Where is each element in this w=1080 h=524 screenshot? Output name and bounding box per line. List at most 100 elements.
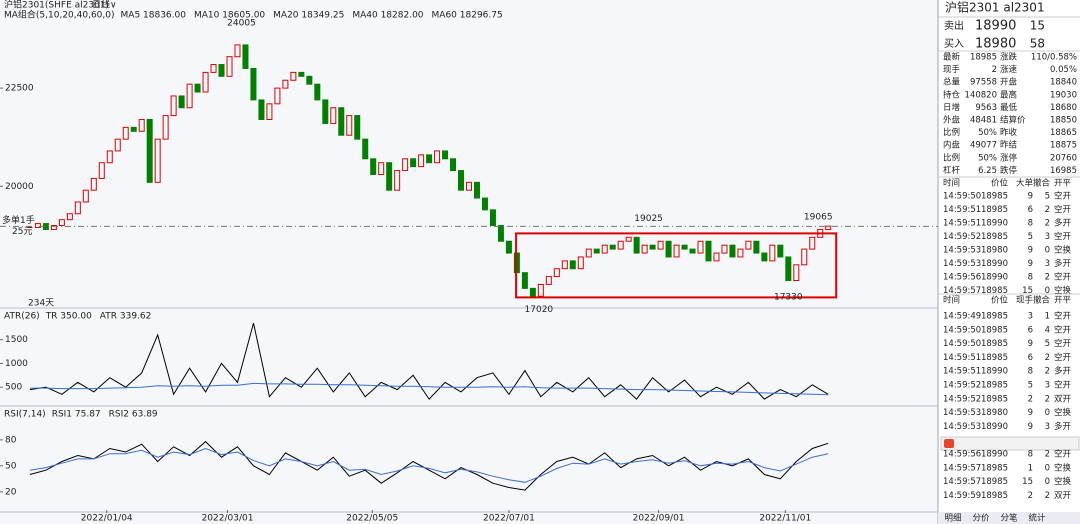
- stat-value: 20760: [1050, 153, 1077, 163]
- trade-cell: 0: [1045, 246, 1050, 256]
- candle: [705, 240, 712, 262]
- x-tick-label: 2022/05/05: [346, 514, 398, 524]
- legend-entry: MA5 18836.00: [121, 11, 187, 21]
- candle: [545, 276, 552, 285]
- price-annotation: 17330: [774, 293, 803, 303]
- trade-cell: 14:59:57: [943, 286, 981, 296]
- candle: [194, 83, 201, 93]
- candle: [394, 170, 401, 191]
- stat-label: 日增: [943, 102, 960, 113]
- trade-cell: 空开: [1054, 204, 1072, 215]
- y-tick-label: 500: [5, 383, 22, 393]
- trade-cell: 空换: [1054, 407, 1072, 418]
- trade-cell: 18980: [981, 408, 1008, 418]
- trade-cell: 2: [1045, 450, 1050, 460]
- tab[interactable]: 统计: [1028, 513, 1046, 524]
- trade-cell: 0: [1045, 477, 1050, 487]
- stat-label: 最高: [1000, 89, 1017, 100]
- candle: [34, 223, 41, 229]
- x-tick-label: 2022/01/04: [81, 514, 133, 524]
- legend-entry: MA40 18282.00: [352, 11, 423, 21]
- x-tick-label: 2022/07/01: [483, 514, 535, 524]
- tab[interactable]: 明细: [944, 513, 961, 524]
- candle: [426, 154, 433, 164]
- tab[interactable]: 分笔: [1000, 513, 1018, 524]
- candle: [801, 248, 808, 266]
- candle: [138, 119, 145, 132]
- x-tick-label: 2022/11/01: [759, 514, 811, 524]
- stat-value: 50%: [978, 128, 997, 138]
- trade-cell: 18985: [981, 394, 1008, 404]
- stat-label: 最新: [943, 52, 961, 63]
- trade-cell: 14:59:59: [943, 491, 981, 501]
- trade-cell: 18985: [981, 286, 1008, 296]
- trade-cell: 多开: [1054, 258, 1072, 269]
- column-header: 现手: [1016, 295, 1034, 306]
- trade-cell: 14:59:52: [943, 232, 981, 242]
- candle: [466, 181, 472, 191]
- candle: [737, 248, 744, 258]
- x-tick-label: 2022/09/01: [633, 514, 685, 524]
- candle: [625, 236, 632, 242]
- stat-value: 18865: [1050, 128, 1077, 138]
- candle: [569, 260, 576, 270]
- stat-label: 杠杆: [943, 165, 961, 176]
- candle: [785, 256, 792, 282]
- stat-value: 140820: [965, 90, 997, 100]
- candle: [250, 67, 257, 101]
- period-selector[interactable]: 日线∨: [92, 0, 117, 11]
- tab[interactable]: 分价: [972, 514, 990, 524]
- candle: [226, 56, 233, 77]
- stat-label: 结算价: [1000, 115, 1026, 126]
- stat-value: 19030: [1050, 90, 1077, 100]
- candle: [122, 126, 129, 140]
- candle: [793, 264, 800, 282]
- trade-cell: 18990: [981, 219, 1008, 229]
- trade-cell: 18985: [981, 312, 1008, 322]
- trade-cell: 3: [1045, 381, 1050, 391]
- trade-cell: 5: [1045, 339, 1050, 349]
- trade-cell: 空开: [1054, 380, 1072, 391]
- trade-cell: 5: [1028, 381, 1033, 391]
- indicator-title: MA组合(5,10,20,40,60,0): [4, 9, 115, 21]
- column-header: 价位: [991, 178, 1009, 189]
- price-annotation: 24005: [227, 19, 256, 29]
- trade-cell: 1: [1045, 312, 1050, 322]
- trade-cell: 2: [1045, 367, 1050, 377]
- stat-value: 9563: [975, 103, 997, 113]
- trade-cell: 多开: [1054, 421, 1072, 432]
- trade-cell: 18985: [981, 477, 1008, 487]
- y-tick-label: 20000: [5, 182, 34, 192]
- candle: [777, 244, 784, 258]
- stat-label: 开盘: [1000, 77, 1018, 88]
- trade-cell: 空换: [1054, 285, 1072, 296]
- candle: [753, 240, 760, 254]
- candle: [154, 138, 161, 183]
- candle: [114, 138, 121, 152]
- legend-entry: RSI2 63.89: [109, 410, 158, 420]
- indicator-title: RSI(7,14): [4, 410, 46, 420]
- trade-cell: 18985: [981, 205, 1008, 215]
- candle: [473, 181, 480, 199]
- trade-cell: 14:59:52: [943, 394, 981, 404]
- candle: [681, 244, 688, 250]
- candle: [106, 150, 113, 164]
- stat-value: 18875: [1050, 141, 1077, 151]
- candle: [418, 154, 425, 168]
- trade-cell: 9: [1028, 408, 1033, 418]
- trade-cell: 14:59:53: [943, 408, 981, 418]
- trade-cell: 2: [1045, 219, 1050, 229]
- y-tick-label: 22500: [5, 84, 34, 94]
- trade-cell: 多开: [1054, 366, 1072, 377]
- trade-cell: 9: [1028, 246, 1033, 256]
- y-tick-label: 1500: [5, 335, 28, 345]
- candle: [601, 244, 608, 254]
- candle: [458, 170, 465, 191]
- candle: [505, 240, 512, 254]
- stat-label: 涨跌: [1000, 52, 1018, 63]
- candle: [322, 99, 329, 124]
- candle: [90, 177, 97, 191]
- trade-cell: 18985: [981, 463, 1008, 473]
- trade-cell: 2: [1045, 491, 1050, 501]
- candle: [178, 95, 185, 109]
